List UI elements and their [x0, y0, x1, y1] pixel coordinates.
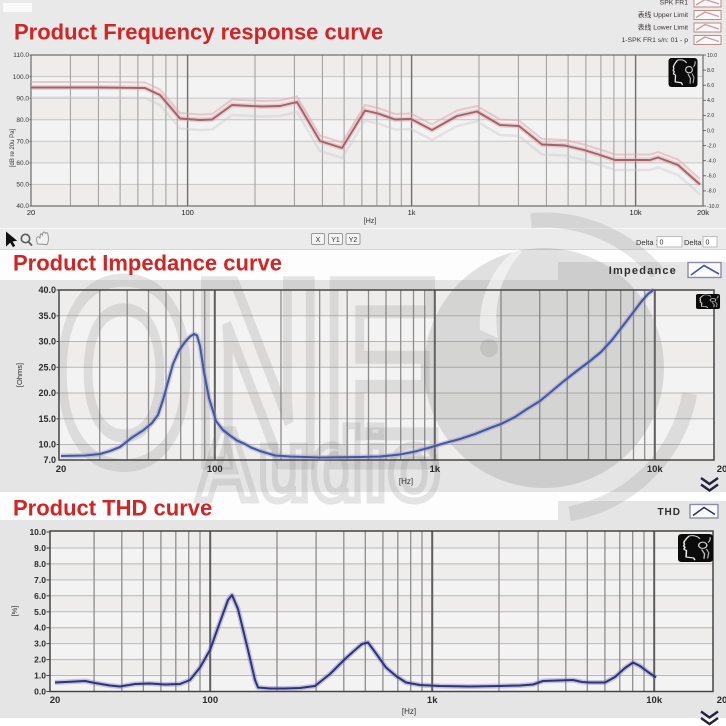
- svg-text:100: 100: [202, 695, 218, 706]
- svg-text:20: 20: [50, 695, 61, 706]
- svg-text:0.0: 0.0: [34, 687, 46, 697]
- svg-text:0: 0: [706, 240, 710, 247]
- svg-text:100.0: 100.0: [13, 74, 30, 81]
- svg-text:Product Impedance curve: Product Impedance curve: [13, 251, 282, 276]
- svg-text:[Hz]: [Hz]: [364, 218, 377, 225]
- svg-text:5.0: 5.0: [34, 607, 46, 617]
- svg-text:40.0: 40.0: [16, 203, 29, 210]
- svg-text:30.0: 30.0: [38, 337, 56, 347]
- svg-text:80.0: 80.0: [16, 117, 29, 124]
- svg-text:3.0: 3.0: [34, 639, 46, 649]
- svg-text:20.0: 20.0: [38, 388, 56, 398]
- svg-text:10.0: 10.0: [38, 440, 56, 450]
- svg-text:6.0: 6.0: [707, 83, 714, 89]
- svg-text:-8.0: -8.0: [707, 189, 716, 195]
- svg-text:8.0: 8.0: [34, 559, 46, 569]
- svg-text:10.0: 10.0: [29, 527, 46, 537]
- svg-text:ONE: ONE: [55, 227, 441, 519]
- svg-text:-2.0: -2.0: [707, 143, 716, 149]
- svg-text:[Hz]: [Hz]: [402, 707, 416, 716]
- svg-text:Audio: Audio: [195, 408, 441, 522]
- svg-text:20: 20: [717, 464, 726, 475]
- svg-text:7.0: 7.0: [43, 455, 56, 465]
- svg-text:8.0: 8.0: [707, 68, 714, 74]
- svg-text:SPK FR1: SPK FR1: [660, 0, 689, 7]
- svg-text:-10.0: -10.0: [707, 204, 719, 210]
- svg-text:20: 20: [717, 695, 726, 706]
- svg-text:20: 20: [56, 464, 67, 475]
- svg-text:60.0: 60.0: [16, 160, 29, 167]
- svg-text:1k: 1k: [430, 464, 441, 475]
- svg-text:-4.0: -4.0: [707, 159, 716, 165]
- svg-text:20: 20: [27, 208, 35, 217]
- svg-text:2.0: 2.0: [707, 113, 714, 119]
- svg-text:表线 Upper Limit: 表线 Upper Limit: [638, 10, 688, 19]
- svg-text:[%]: [%]: [10, 606, 19, 617]
- svg-text:[Hz]: [Hz]: [399, 477, 413, 486]
- svg-text:0.0: 0.0: [707, 128, 714, 134]
- svg-text:Product Frequency response cur: Product Frequency response curve: [14, 20, 383, 45]
- svg-text:100: 100: [181, 208, 194, 217]
- svg-text:100: 100: [207, 464, 223, 475]
- svg-text:1-SPK FR1 s/n: 01 - p: 1-SPK FR1 s/n: 01 - p: [622, 37, 689, 44]
- svg-text:20k: 20k: [697, 208, 709, 217]
- svg-text:Delta Y:: Delta Y:: [684, 238, 710, 247]
- svg-text:Product THD curve: Product THD curve: [13, 496, 212, 521]
- svg-text:0: 0: [660, 240, 664, 247]
- svg-text:10.0: 10.0: [707, 53, 717, 59]
- svg-text:THD: THD: [657, 507, 681, 518]
- svg-text:15.0: 15.0: [38, 414, 56, 424]
- svg-text:10k: 10k: [630, 208, 642, 217]
- svg-text:2.0: 2.0: [34, 655, 46, 665]
- svg-text:表线 Lower Limit: 表线 Lower Limit: [638, 23, 688, 32]
- svg-text:110.0: 110.0: [13, 52, 29, 59]
- svg-text:X: X: [316, 237, 321, 244]
- svg-text:[Ohms]: [Ohms]: [15, 363, 24, 387]
- svg-text:1k: 1k: [427, 695, 438, 706]
- svg-text:[dB re 20u Pa]: [dB re 20u Pa]: [10, 128, 16, 167]
- svg-text:70.0: 70.0: [16, 139, 29, 146]
- svg-text:Delta X:: Delta X:: [636, 238, 663, 247]
- svg-text:9.0: 9.0: [34, 543, 46, 553]
- svg-text:25.0: 25.0: [38, 362, 56, 372]
- svg-text:7.0: 7.0: [34, 575, 46, 585]
- svg-text:Impedance: Impedance: [609, 265, 677, 277]
- svg-text:1.0: 1.0: [34, 671, 46, 681]
- svg-text:4.0: 4.0: [34, 623, 46, 633]
- svg-text:90.0: 90.0: [16, 95, 29, 102]
- svg-text:10k: 10k: [646, 695, 663, 706]
- svg-text:1k: 1k: [408, 208, 416, 217]
- svg-text:4.0: 4.0: [707, 98, 714, 104]
- svg-text:6.0: 6.0: [34, 591, 46, 601]
- svg-text:50.0: 50.0: [16, 182, 29, 189]
- svg-text:Y1: Y1: [331, 237, 340, 244]
- svg-text:40.0: 40.0: [38, 285, 56, 295]
- svg-text:10k: 10k: [647, 464, 664, 475]
- svg-text:Y2: Y2: [349, 237, 358, 244]
- svg-text:-6.0: -6.0: [707, 174, 716, 180]
- svg-text:35.0: 35.0: [38, 311, 56, 321]
